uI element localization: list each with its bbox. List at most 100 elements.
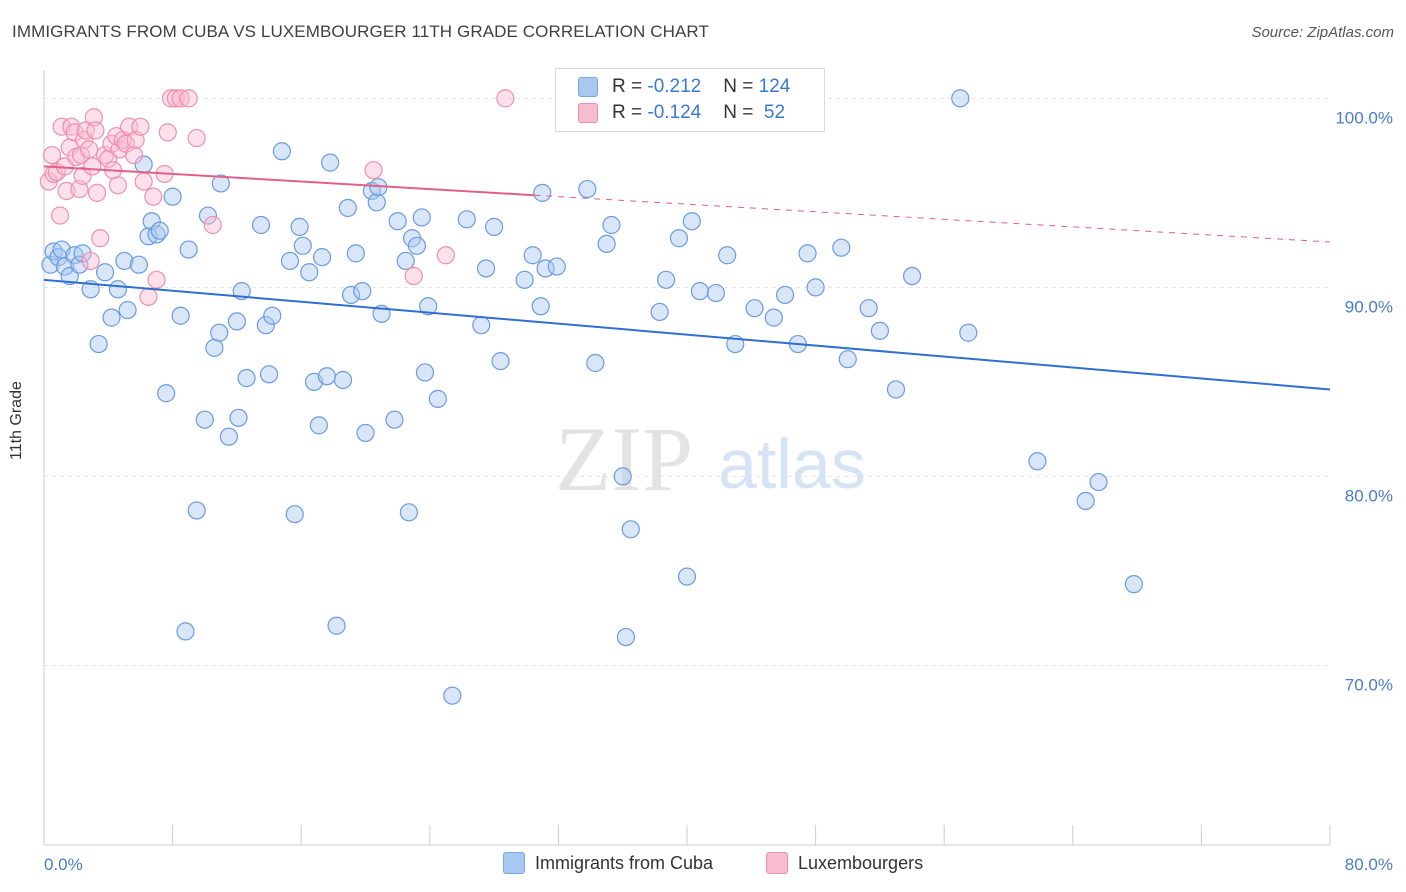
- data-point: [333, 370, 353, 390]
- data-point: [290, 217, 309, 236]
- data-point: [798, 244, 817, 263]
- legend-row-luxembourg: R = -0.124 N = 52: [578, 100, 785, 126]
- data-point: [412, 208, 431, 227]
- x-tick-label-max: 80.0%: [1345, 855, 1393, 874]
- data-point: [407, 236, 427, 255]
- data-point: [158, 123, 177, 142]
- data-point: [102, 308, 121, 327]
- data-point: [476, 259, 496, 278]
- legend-swatch-luxembourg: [578, 103, 598, 123]
- data-point: [205, 338, 224, 357]
- data-point: [62, 117, 81, 136]
- data-point: [578, 179, 597, 199]
- data-point: [616, 627, 636, 647]
- data-point: [317, 367, 337, 386]
- legend-n-value: 124: [758, 76, 791, 97]
- watermark-zip: ZIP: [555, 408, 693, 510]
- data-point: [472, 316, 491, 335]
- data-point: [457, 210, 476, 229]
- data-point: [327, 616, 346, 635]
- data-point: [346, 244, 365, 263]
- data-point: [690, 282, 709, 301]
- data-point: [86, 121, 105, 140]
- data-point: [404, 266, 423, 286]
- data-point: [870, 321, 890, 340]
- data-point: [166, 89, 185, 108]
- data-point: [443, 686, 462, 705]
- data-point: [187, 128, 206, 148]
- data-point: [669, 229, 689, 248]
- legend-r-value: -0.124: [647, 102, 702, 123]
- data-point: [496, 89, 515, 108]
- data-point: [84, 108, 103, 127]
- data-point: [124, 145, 144, 165]
- data-point: [176, 622, 195, 641]
- source-credit: Source: ZipAtlas.com: [1251, 24, 1394, 41]
- legend-r-value: -0.212: [647, 76, 702, 97]
- data-point: [385, 410, 404, 429]
- legend-n-value: 52: [758, 102, 786, 123]
- data-point: [356, 423, 375, 443]
- data-point: [50, 206, 70, 225]
- data-point: [806, 278, 825, 297]
- data-point: [621, 520, 640, 539]
- data-point: [341, 285, 361, 305]
- data-point: [388, 212, 407, 231]
- data-point: [300, 263, 319, 282]
- data-point: [70, 255, 89, 274]
- data-point: [65, 123, 84, 142]
- data-point: [144, 187, 163, 206]
- data-point: [309, 416, 328, 435]
- data-point: [428, 389, 447, 409]
- data-point: [179, 89, 198, 108]
- data-point: [219, 427, 238, 446]
- data-point: [951, 89, 970, 108]
- legend-item-luxembourg[interactable]: Luxembourgers: [766, 852, 923, 874]
- data-point: [210, 323, 229, 342]
- data-point: [171, 306, 190, 325]
- data-point: [163, 187, 182, 206]
- data-point: [256, 316, 275, 335]
- data-point: [1028, 452, 1047, 471]
- data-point: [959, 323, 978, 342]
- data-point: [677, 567, 697, 586]
- legend-n-label: N =: [723, 76, 759, 97]
- legend-item-cuba[interactable]: Immigrants from Cuba: [503, 852, 713, 874]
- series-1: [39, 89, 515, 306]
- data-point: [886, 380, 906, 399]
- data-point: [251, 215, 271, 235]
- data-point: [131, 117, 150, 136]
- correlation-legend: R = -0.212 N = 124 R = -0.124 N = 52: [555, 68, 825, 132]
- data-point: [745, 299, 764, 318]
- data-point: [838, 350, 857, 369]
- data-point: [91, 229, 110, 248]
- data-point: [775, 285, 795, 305]
- legend-swatch-cuba: [503, 852, 525, 874]
- data-points: [39, 89, 1143, 705]
- data-point: [115, 251, 134, 271]
- data-point: [650, 302, 669, 322]
- data-point: [419, 297, 438, 316]
- data-point: [118, 300, 137, 320]
- legend-swatch-luxembourg: [766, 852, 788, 874]
- data-point: [285, 505, 304, 524]
- data-point: [367, 193, 386, 212]
- y-tick-label: 80.0%: [1345, 486, 1393, 505]
- data-point: [198, 206, 218, 225]
- data-point: [613, 467, 632, 486]
- data-point: [108, 280, 128, 299]
- legend-label-cuba: Immigrants from Cuba: [535, 852, 714, 873]
- data-point: [179, 240, 198, 259]
- data-point: [293, 236, 312, 255]
- data-point: [1076, 491, 1095, 511]
- chart-title: IMMIGRANTS FROM CUBA VS LUXEMBOURGER 11T…: [12, 22, 709, 41]
- data-point: [338, 198, 357, 218]
- data-point: [436, 246, 455, 265]
- data-point: [203, 215, 222, 235]
- trend-line-0: [43, 278, 1331, 391]
- data-point: [515, 270, 534, 289]
- data-point: [229, 408, 248, 427]
- legend-row-cuba: R = -0.212 N = 124: [578, 74, 790, 100]
- y-tick-label: 70.0%: [1345, 675, 1393, 694]
